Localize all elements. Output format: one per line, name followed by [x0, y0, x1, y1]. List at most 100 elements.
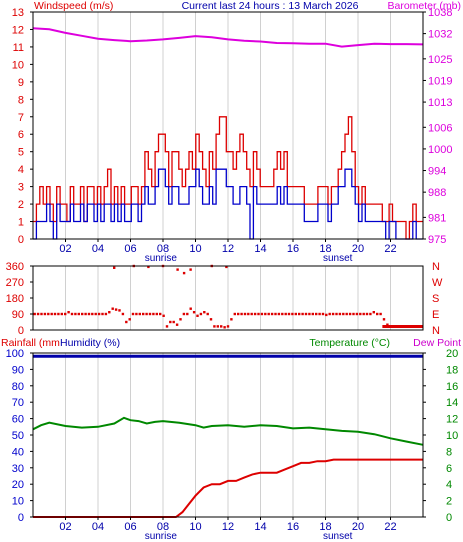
- direction-point: [342, 312, 345, 316]
- direction-point: [60, 312, 63, 316]
- direction-point: [87, 312, 91, 316]
- compass-label: E: [432, 309, 439, 321]
- direction-point: [189, 307, 192, 310]
- direction-point: [365, 312, 369, 316]
- wind-tick-label: 11: [13, 42, 24, 54]
- sunset-label: sunset: [323, 531, 353, 542]
- compass-label: N: [432, 261, 440, 273]
- direction-point: [328, 312, 331, 316]
- pressure-tick-label: 988: [428, 187, 446, 199]
- wind-hour-label: 08: [157, 243, 169, 255]
- direction-point: [189, 268, 192, 271]
- direction-point: [311, 312, 314, 316]
- direction-point: [220, 325, 223, 328]
- humidity-tick-label: 50: [12, 430, 24, 442]
- temperature-tick-label: 14: [446, 397, 458, 409]
- temperature-tick-label: 20: [446, 348, 458, 360]
- direction-point: [135, 312, 138, 316]
- direction-point: [281, 312, 284, 316]
- direction-point: [301, 312, 304, 316]
- direction-point: [111, 307, 114, 310]
- direction-tick-label: 0: [18, 325, 24, 337]
- wind-average-line: [33, 168, 423, 240]
- direction-point: [162, 314, 165, 317]
- direction-point: [125, 320, 128, 324]
- direction-point: [348, 312, 352, 316]
- direction-point: [359, 312, 362, 316]
- direction-point: [277, 312, 281, 316]
- direction-point: [74, 312, 77, 316]
- direction-point: [203, 311, 206, 314]
- humidity-tick-label: 0: [18, 512, 24, 524]
- humidity-label: Humidity (%): [60, 337, 120, 349]
- direction-point: [36, 312, 40, 316]
- direction-point: [148, 312, 152, 316]
- direction-point: [47, 312, 50, 316]
- humidity-tick-label: 20: [12, 479, 24, 491]
- direction-tick-label: 90: [12, 309, 24, 321]
- sunrise-label: sunrise: [145, 531, 178, 542]
- rain-hour-label: 18: [319, 521, 331, 533]
- wind-hour-label: 16: [287, 243, 299, 255]
- direction-point: [175, 323, 179, 326]
- direction-point: [33, 312, 36, 316]
- direction-point: [257, 312, 260, 316]
- pressure-tick-label: 981: [428, 212, 446, 224]
- direction-point: [121, 312, 125, 316]
- direction-point: [104, 312, 108, 316]
- wind-tick-label: 0: [18, 234, 24, 246]
- temperature-tick-label: 18: [446, 364, 458, 376]
- direction-point: [147, 265, 150, 269]
- rain-hour-label: 08: [157, 521, 169, 533]
- direction-point: [274, 312, 277, 316]
- rain-hour-label: 10: [189, 521, 201, 533]
- direction-point: [165, 325, 169, 328]
- direction-point: [179, 318, 182, 321]
- direction-point: [247, 312, 250, 316]
- temperature-label: Temperature (°C): [309, 337, 390, 349]
- direction-point: [84, 312, 87, 316]
- temperature-tick-label: 8: [446, 446, 452, 458]
- wind-hour-label: 06: [124, 243, 136, 255]
- direction-point: [382, 318, 386, 321]
- direction-point: [291, 312, 294, 316]
- direction-point: [216, 325, 219, 328]
- pressure-tick-label: 975: [428, 234, 446, 246]
- direction-point: [114, 308, 118, 311]
- wind-tick-label: 8: [18, 94, 24, 106]
- direction-point: [355, 312, 359, 316]
- wind-tick-label: 9: [18, 77, 24, 89]
- direction-point: [369, 312, 372, 316]
- direction-tick-label: 180: [6, 293, 24, 305]
- direction-tick-label: 270: [6, 277, 24, 289]
- direction-point: [94, 312, 97, 316]
- temperature-tick-label: 4: [446, 479, 452, 491]
- direction-point: [169, 320, 172, 324]
- temperature-tick-label: 16: [446, 381, 458, 393]
- direction-point: [206, 312, 209, 316]
- temperature-line: [32, 416, 424, 446]
- humidity-tick-label: 30: [12, 463, 24, 475]
- pressure-tick-label: 1019: [428, 75, 452, 87]
- direction-point: [338, 312, 342, 316]
- direction-point: [230, 318, 233, 321]
- direction-point: [264, 312, 267, 316]
- direction-point: [250, 312, 253, 316]
- wind-tick-label: 2: [18, 199, 24, 211]
- direction-point: [376, 312, 379, 316]
- direction-point: [196, 314, 199, 317]
- rainfall-label: Rainfall (mm: [1, 337, 60, 349]
- humidity-tick-label: 40: [12, 446, 24, 458]
- direction-point: [172, 320, 175, 324]
- pressure-tick-label: 1038: [428, 7, 452, 19]
- direction-point: [118, 309, 121, 312]
- direction-point: [294, 312, 297, 316]
- rain-hour-label: 06: [124, 521, 136, 533]
- wind-hour-label: 22: [384, 243, 396, 255]
- direction-point: [192, 311, 196, 314]
- wind-hour-label: 02: [59, 243, 71, 255]
- direction-point: [199, 312, 203, 316]
- humidity-tick-label: 90: [12, 364, 24, 376]
- pressure-tick-label: 1006: [428, 122, 452, 134]
